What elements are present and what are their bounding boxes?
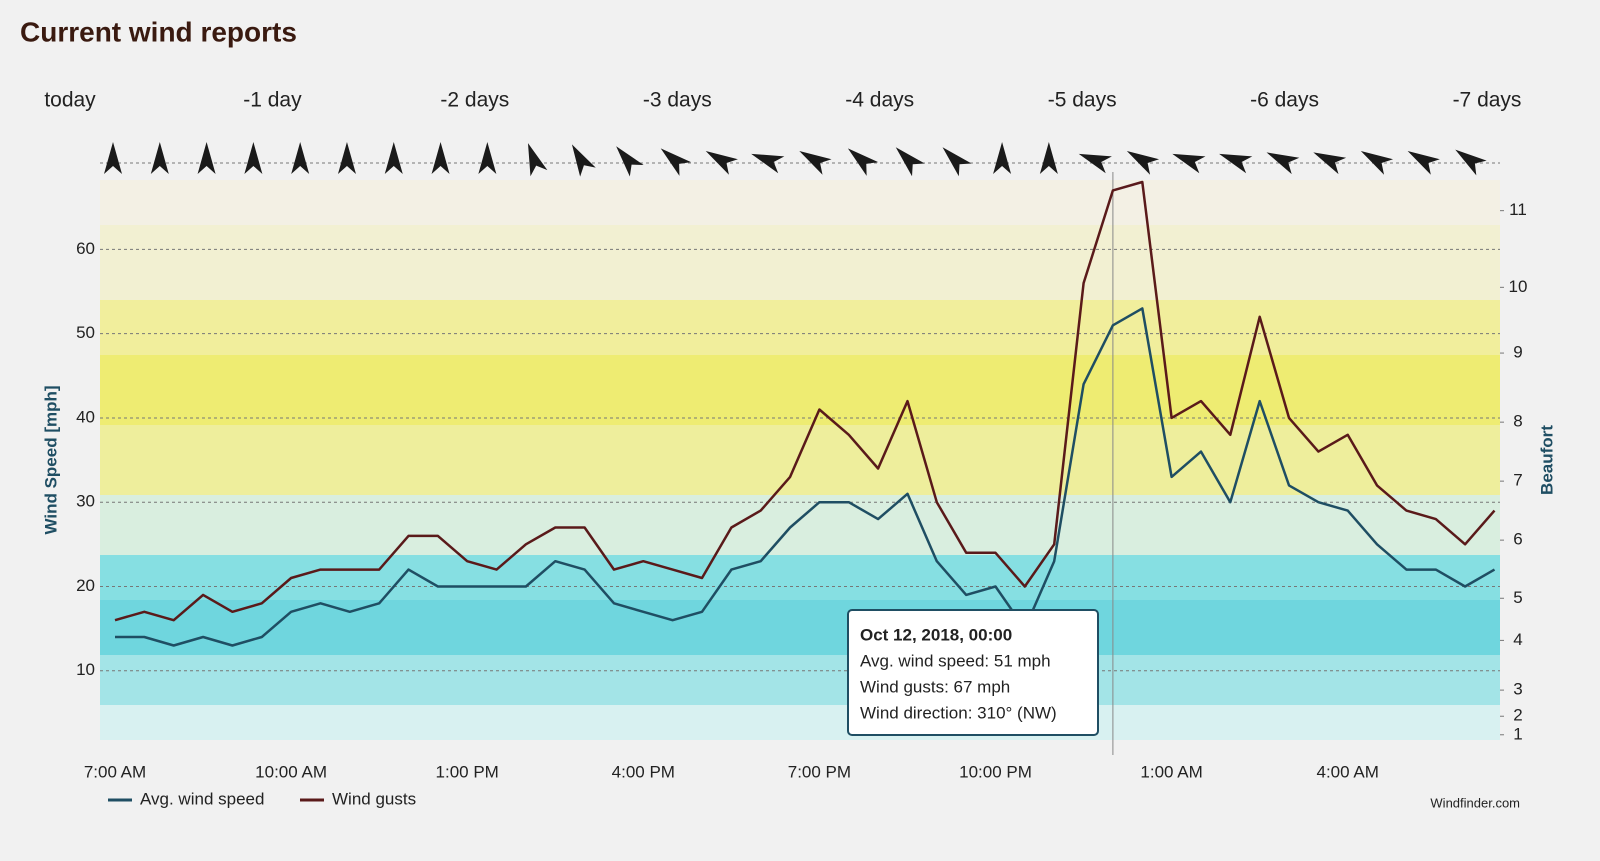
- y2-tick-label: 10: [1509, 277, 1528, 296]
- band: [100, 495, 1500, 555]
- wind-arrow: [478, 142, 497, 174]
- y-tick-label: 30: [76, 492, 95, 511]
- wind-arrow: [384, 142, 403, 174]
- wind-arrow: [1172, 153, 1206, 174]
- source: Windfinder.com: [1430, 795, 1520, 810]
- band: [100, 300, 1500, 355]
- y2-tick-label: 8: [1513, 412, 1522, 431]
- x-tick-label: 7:00 PM: [788, 762, 851, 781]
- x-tick-label: 10:00 PM: [959, 762, 1032, 781]
- band: [100, 180, 1500, 225]
- band: [100, 355, 1500, 425]
- wind-arrow: [993, 142, 1012, 174]
- wind-arrow: [1266, 152, 1300, 175]
- x-tick-label: 10:00 AM: [255, 762, 327, 781]
- y2-tick-label: 1: [1513, 724, 1522, 743]
- tooltip-line: Avg. wind speed: 51 mph: [860, 651, 1051, 670]
- legend-label: Avg. wind speed: [140, 789, 264, 808]
- wind-arrow: [942, 147, 972, 177]
- chart-title: Current wind reports: [20, 16, 297, 47]
- wind-arrow: [291, 142, 310, 174]
- y2-tick-label: 11: [1509, 200, 1527, 219]
- band: [100, 705, 1500, 740]
- y2-tick-label: 2: [1513, 706, 1522, 725]
- wind-arrow: [1219, 153, 1253, 174]
- y2-tick-label: 9: [1513, 343, 1522, 362]
- tooltip-title: Oct 12, 2018, 00:00: [860, 625, 1012, 644]
- wind-arrow: [337, 142, 356, 174]
- day-label: today: [44, 89, 96, 112]
- wind-arrow: [1313, 152, 1347, 175]
- wind-arrow: [1126, 151, 1160, 175]
- wind-arrow: [799, 151, 832, 175]
- wind-arrow: [104, 142, 122, 174]
- tooltip-box: [847, 609, 1099, 736]
- wind-arrow: [571, 144, 596, 177]
- wind-arrow: [895, 147, 925, 177]
- y2-tick-label: 3: [1513, 680, 1522, 699]
- y-tick-label: 50: [76, 323, 95, 342]
- y2-tick-label: 4: [1513, 630, 1522, 649]
- day-label: -5 days: [1048, 89, 1117, 112]
- wind-arrow: [751, 153, 785, 174]
- series-line: [114, 180, 1496, 622]
- day-label: -3 days: [643, 89, 712, 112]
- wind-arrow: [527, 143, 548, 177]
- y-tick-label: 20: [76, 576, 95, 595]
- x-tick-label: 4:00 AM: [1317, 762, 1379, 781]
- day-label: -7 days: [1453, 89, 1522, 112]
- wind-arrow: [1407, 151, 1440, 175]
- y2-tick-label: 5: [1513, 588, 1522, 607]
- wind-arrow: [150, 142, 169, 174]
- x-tick-label: 7:00 AM: [84, 762, 146, 781]
- wind-arrow: [1078, 153, 1112, 174]
- beaufort-bands: [100, 180, 1500, 740]
- band: [100, 600, 1500, 655]
- y2-tick-label: 7: [1513, 471, 1522, 490]
- y-axis-label: Wind Speed [mph]: [41, 385, 60, 534]
- wind-arrow: [1360, 151, 1394, 175]
- day-label: -2 days: [440, 89, 509, 112]
- wind-arrow: [1039, 142, 1058, 174]
- day-label: -1 day: [243, 89, 302, 112]
- wind-arrow: [847, 148, 879, 176]
- wind-arrow: [616, 146, 644, 177]
- wind-arrow: [244, 142, 263, 174]
- tooltip-line: Wind gusts: 67 mph: [860, 677, 1010, 696]
- band: [100, 225, 1500, 300]
- band: [100, 425, 1500, 495]
- wind-arrow: [197, 142, 216, 174]
- y2-axis-label: Beaufort: [1537, 425, 1556, 495]
- y-tick-label: 10: [76, 660, 95, 679]
- wind-arrow: [1455, 149, 1487, 176]
- band: [100, 655, 1500, 705]
- y2-tick-label: 6: [1513, 530, 1522, 549]
- wind-arrow: [660, 148, 692, 176]
- band: [100, 555, 1500, 600]
- x-tick-label: 1:00 PM: [436, 762, 499, 781]
- x-tick-label: 4:00 PM: [612, 762, 675, 781]
- tooltip-line: Wind direction: 310° (NW): [860, 703, 1057, 722]
- wind-arrow: [705, 151, 738, 175]
- y-tick-label: 60: [76, 239, 95, 258]
- y-tick-label: 40: [76, 407, 95, 426]
- series-line: [115, 307, 1496, 647]
- x-tick-label: 1:00 AM: [1140, 762, 1202, 781]
- wind-arrow: [431, 142, 450, 174]
- legend-label: Wind gusts: [332, 789, 416, 808]
- day-label: -6 days: [1250, 89, 1319, 112]
- day-label: -4 days: [845, 89, 914, 112]
